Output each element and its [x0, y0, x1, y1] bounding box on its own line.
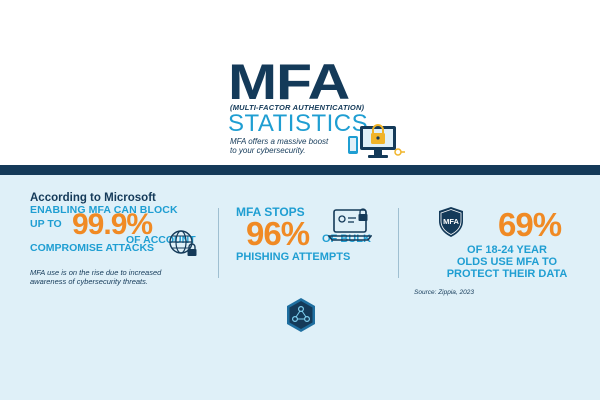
shield-icon: MFA — [439, 207, 463, 237]
hexagon-network-icon — [287, 298, 315, 332]
stat-description: OF 18-24 YEAR OLDS USE MFA TO PROTECT TH… — [432, 244, 582, 280]
stat-line3: PROTECT THEIR DATA — [446, 268, 568, 280]
column-divider — [218, 208, 219, 278]
stat-prefix: UP TO — [30, 218, 62, 230]
stat-note: MFA use is on the rise due to increased … — [30, 268, 200, 286]
stat-note-line2: awareness of cybersecurity threats. — [30, 277, 148, 286]
tagline-line1: MFA offers a massive boost — [230, 137, 329, 146]
stat-value: 99.9% — [72, 208, 153, 241]
page-title: MFA — [228, 54, 350, 110]
stat-value: 69% — [498, 206, 562, 243]
column-divider — [398, 208, 399, 278]
stats-panel — [0, 175, 600, 400]
tagline: MFA offers a massive boost to your cyber… — [230, 137, 350, 155]
stat-prefix: MFA STOPS — [236, 205, 305, 219]
stat-phishing: MFA STOPS 96% OF BULK PHISHING ATTEMPTS — [236, 205, 396, 263]
stat-suffix-line: COMPROMISE ATTACKS — [30, 242, 155, 254]
globe-lock-icon — [169, 230, 197, 256]
laptop-lock-icon — [328, 208, 372, 241]
stat-suffix-line: PHISHING ATTEMPTS — [236, 251, 351, 263]
header-divider-bar — [0, 165, 600, 175]
header-section: MFA (MULTI-FACTOR AUTHENTICATION) STATIS… — [0, 0, 600, 168]
stat-value: 96% — [246, 215, 310, 252]
tagline-line2: to your cybersecurity. — [230, 146, 306, 155]
stat-microsoft: According to Microsoft ENABLING MFA CAN … — [30, 192, 215, 286]
stat-line: ENABLING MFA CAN BLOCK — [30, 204, 178, 216]
page-subtitle: (MULTI-FACTOR AUTHENTICATION) — [230, 103, 365, 112]
shield-badge-text: MFA — [443, 217, 459, 226]
stat-source: Source: Zippia, 2023 — [414, 289, 474, 296]
stat-suffix: OF ACCOUNT — [126, 234, 196, 246]
computer-lock-icon — [348, 124, 405, 158]
page-heading: STATISTICS — [228, 110, 369, 137]
stat-line1: OF 18-24 YEAR — [467, 244, 547, 256]
stat-line2: OLDS USE MFA TO — [456, 256, 558, 268]
stat-note-line1: MFA use is on the rise due to increased — [30, 268, 162, 277]
stat-intro: According to Microsoft — [30, 192, 156, 204]
